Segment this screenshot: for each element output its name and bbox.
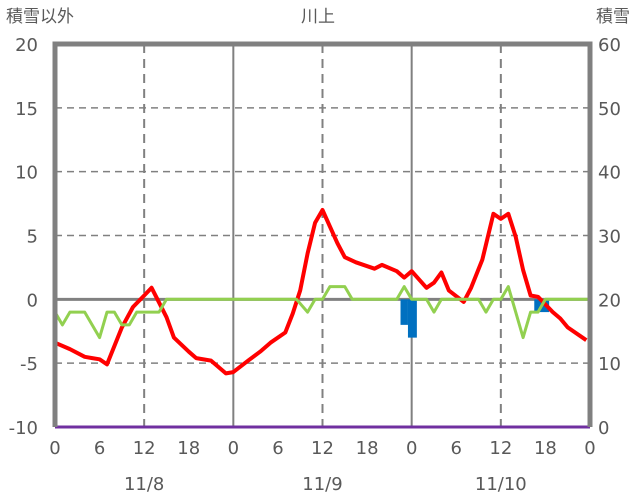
left-axis-title: 積雪以外 — [6, 7, 74, 27]
other-line — [53, 285, 590, 340]
x-tick-label: 6 — [451, 438, 462, 459]
x-tick-label: 12 — [311, 438, 334, 459]
x-tick-label: 0 — [406, 438, 417, 459]
snow-bar — [400, 299, 408, 325]
y-tick-right: 0 — [598, 418, 609, 439]
plot-border — [52, 41, 593, 427]
y-tick-right: 50 — [598, 99, 621, 120]
x-tick-label: 18 — [356, 438, 379, 459]
x-tick-label: 12 — [133, 438, 156, 459]
y-tick-right: 30 — [598, 227, 621, 248]
x-tick-label: 0 — [584, 438, 595, 459]
snow-bar — [407, 299, 417, 338]
y-tick-left: 15 — [15, 99, 38, 120]
date-label: 11/9 — [302, 474, 342, 495]
date-label: 11/10 — [475, 474, 527, 495]
plot-frame — [52, 41, 593, 427]
y-tick-left: 20 — [15, 35, 38, 56]
x-tick-label: 6 — [272, 438, 283, 459]
y-tick-left: -10 — [9, 418, 38, 439]
x-tick-label: 0 — [49, 438, 60, 459]
x-tick-label: 0 — [228, 438, 239, 459]
y-tick-left: -5 — [20, 354, 38, 375]
gridlines — [55, 44, 590, 427]
y-tick-right: 40 — [598, 163, 621, 184]
right-axis-title: 積雪 — [596, 7, 630, 27]
y-tick-left: 0 — [27, 290, 38, 311]
temperature-line — [54, 208, 588, 376]
y-tick-right: 60 — [598, 35, 621, 56]
chart-title: 川上 — [301, 7, 335, 27]
x-tick-label: 12 — [489, 438, 512, 459]
y-tick-right: 10 — [598, 354, 621, 375]
date-label: 11/8 — [124, 474, 164, 495]
y-tick-left: 10 — [15, 163, 38, 184]
x-tick-label: 18 — [534, 438, 557, 459]
x-tick-label: 6 — [94, 438, 105, 459]
x-tick-label: 18 — [177, 438, 200, 459]
y-tick-right: 20 — [598, 290, 621, 311]
snow-bars — [400, 299, 550, 338]
y-tick-left: 5 — [27, 227, 38, 248]
series-lines — [53, 208, 590, 429]
